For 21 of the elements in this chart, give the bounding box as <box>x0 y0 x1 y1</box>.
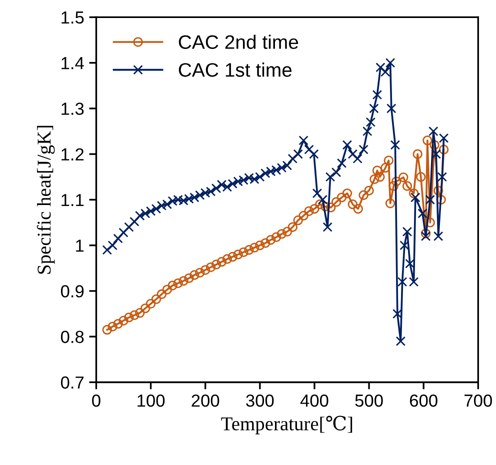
y-tick-label: 1 <box>76 240 84 252</box>
y-tick-label: 0.9 <box>60 285 84 298</box>
x-tick-label: 100 <box>138 394 165 407</box>
y-tick-label: 0.8 <box>60 330 84 344</box>
y-tick-label: 0.7 <box>60 376 84 389</box>
x-tick-label: 600 <box>410 394 438 407</box>
x-tick-label: 400 <box>300 394 328 407</box>
legend-label: CAC 1st time <box>178 62 292 77</box>
y-tick-label: 1.1 <box>62 194 84 206</box>
x-tick-label: 0 <box>92 394 100 407</box>
y-tick-label: 1.3 <box>62 102 84 115</box>
y-tick-label: 1.5 <box>62 12 84 24</box>
y-axis-title: Specific heat[J/gK] <box>36 126 55 274</box>
x-axis-title: Temperature[℃] <box>221 416 352 434</box>
x-tick-label: 700 <box>464 394 492 407</box>
y-tick-label: 1.2 <box>62 148 84 160</box>
x-tick-label: 200 <box>192 394 220 407</box>
x-tick-label: 500 <box>355 394 383 407</box>
legend-label: CAC 2nd time <box>178 34 298 49</box>
y-tick-label: 1.4 <box>62 57 84 70</box>
x-tick-label: 300 <box>246 394 274 407</box>
